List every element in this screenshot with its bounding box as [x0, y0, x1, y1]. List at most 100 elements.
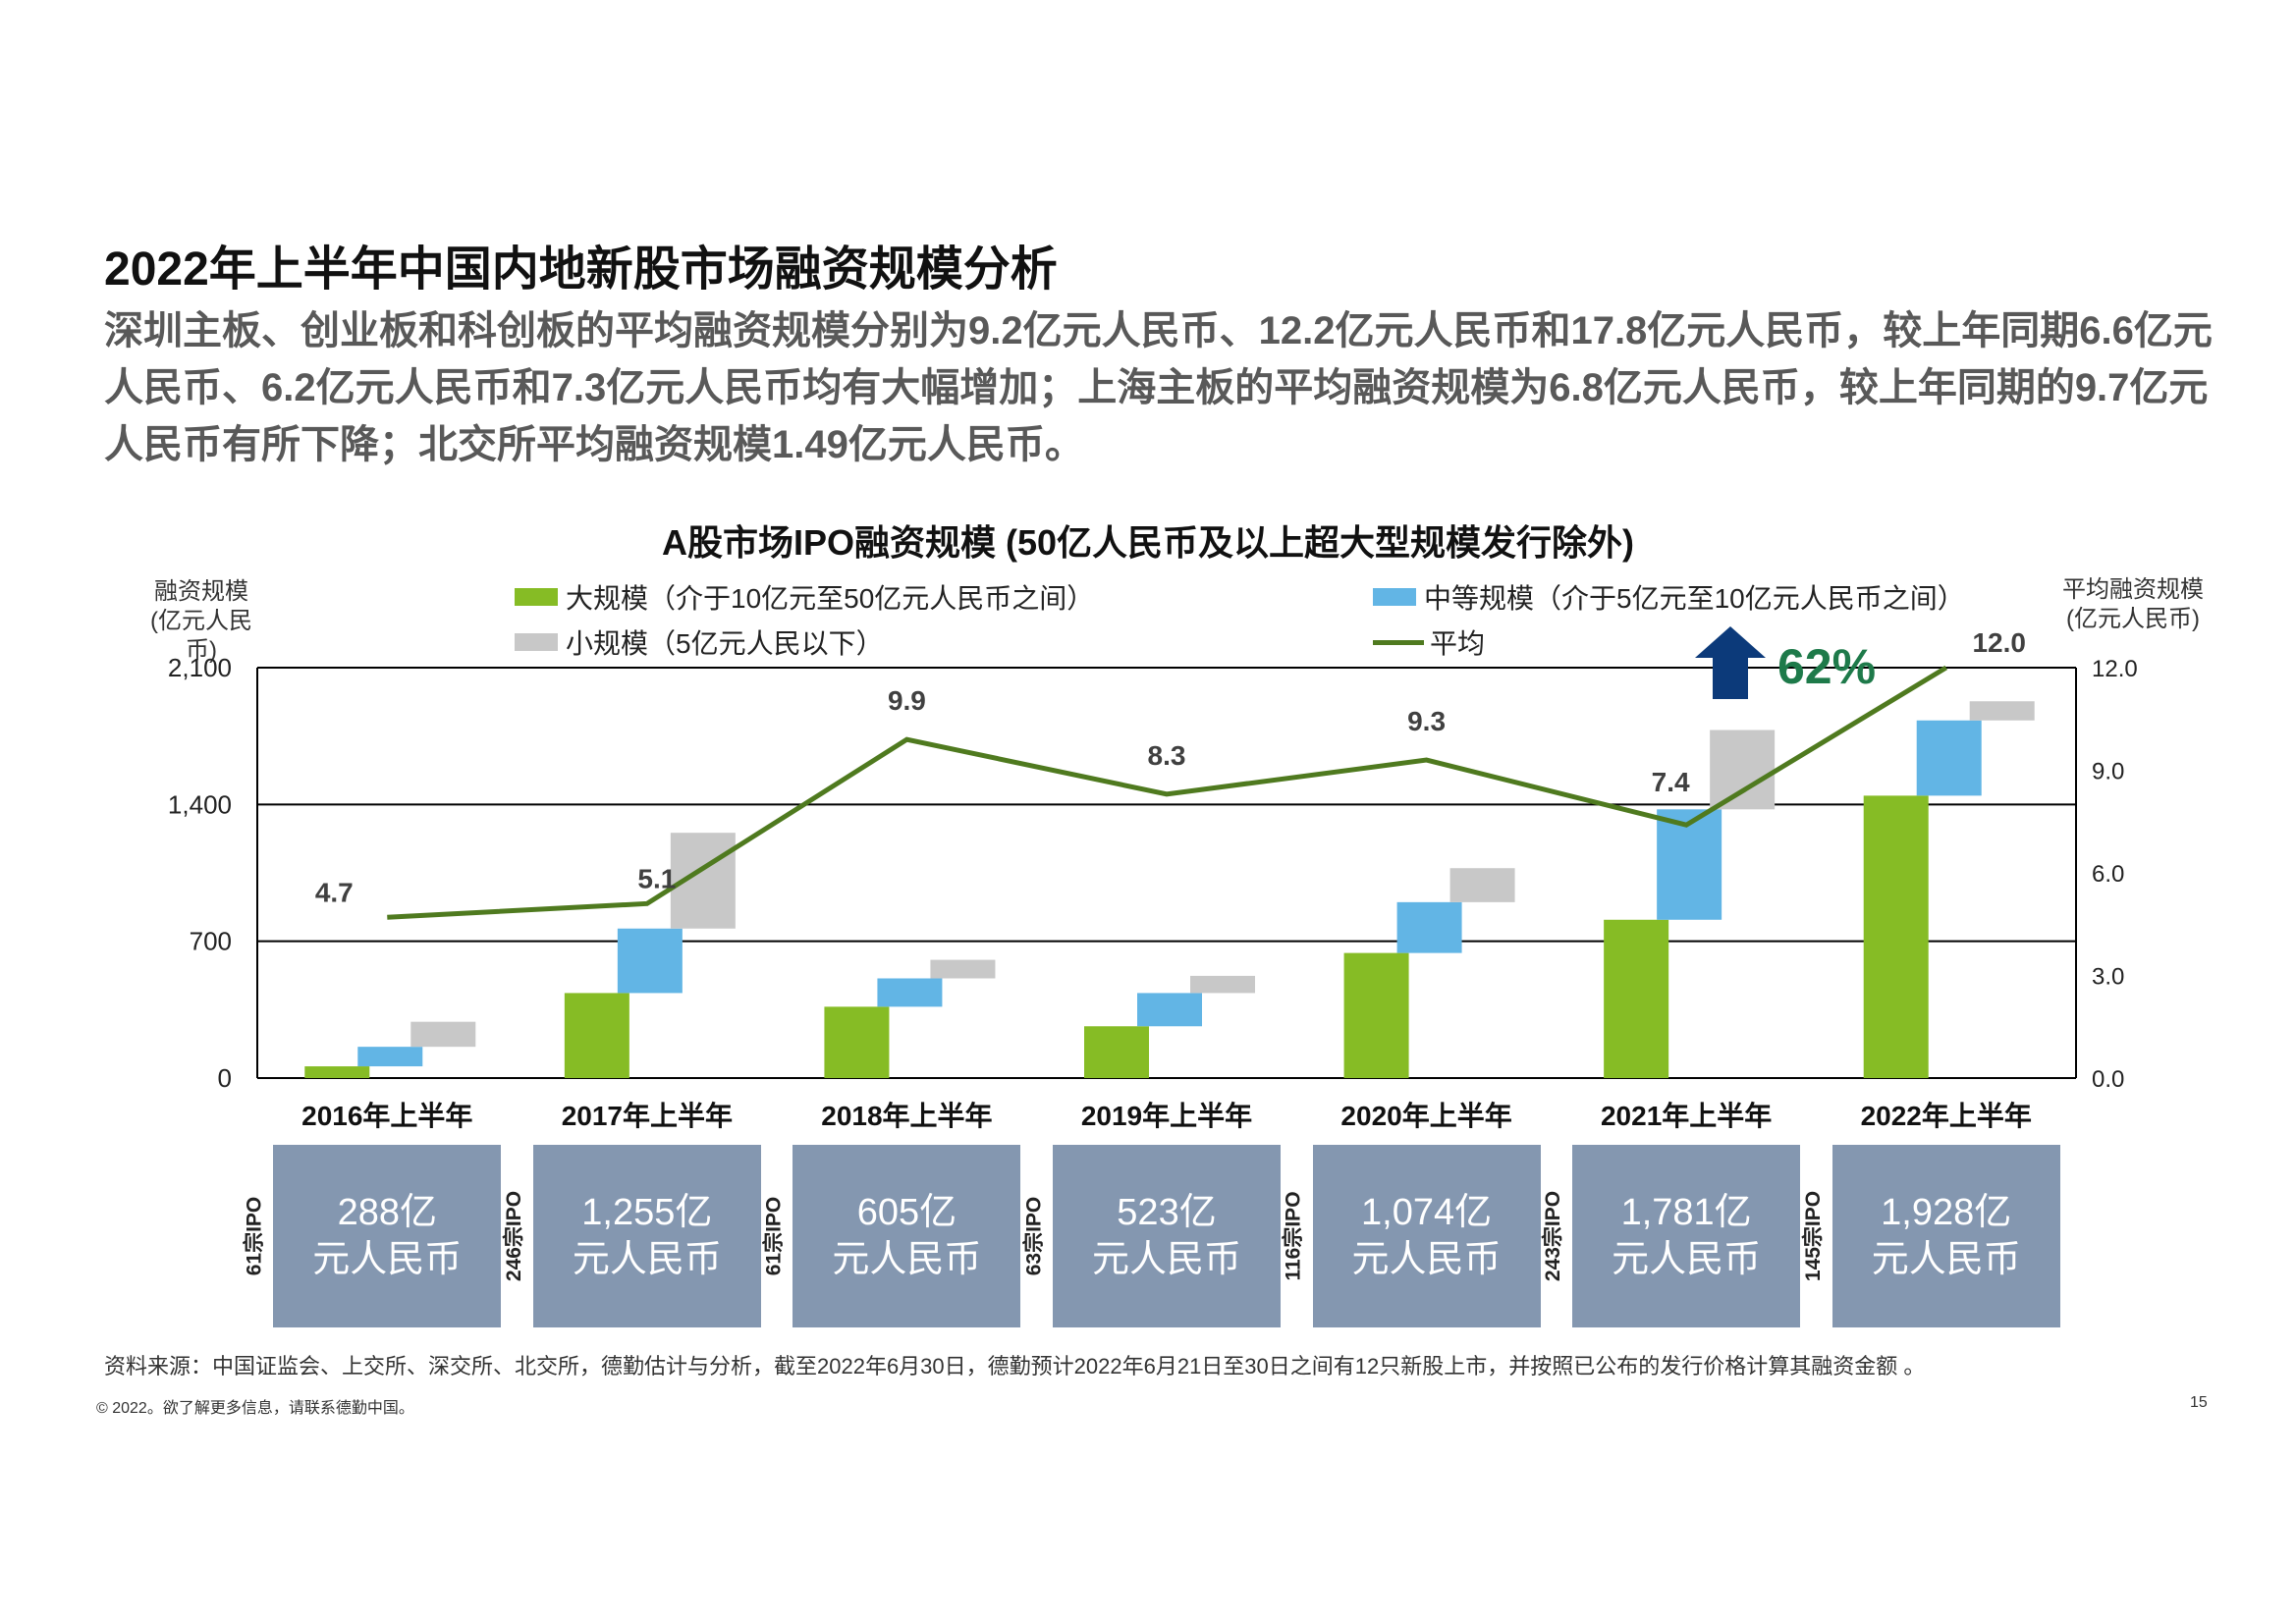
total-amount-text: 元人民币	[572, 1239, 722, 1280]
bar-medium	[1657, 809, 1722, 920]
ipo-count-text: 116宗IPO	[1282, 1191, 1305, 1281]
left-axis-title: 融资规模 (亿元人民币)	[150, 578, 252, 664]
ipo-count-text: 61宗IPO	[243, 1196, 266, 1276]
bar-small	[1710, 730, 1776, 810]
ipo-count: 246宗IPO	[496, 1145, 529, 1327]
ipo-count-text: 63宗IPO	[1022, 1196, 1046, 1276]
source-note: 资料来源：中国证监会、上交所、深交所、北交所，德勤估计与分析，截至2022年6月…	[104, 1354, 1926, 1379]
bar-small	[410, 1021, 476, 1048]
bar-medium	[1916, 720, 1982, 796]
total-amount-text: 1,074亿	[1361, 1192, 1493, 1233]
average-label: 4.7	[315, 877, 354, 907]
legend-swatch-medium	[1373, 588, 1416, 606]
total-amount-text: 1,781亿	[1620, 1192, 1752, 1233]
average-label: 9.9	[888, 685, 926, 716]
total-amount-text: 元人民币	[832, 1239, 982, 1280]
right-tick-label: 3.0	[2092, 964, 2124, 991]
ipo-count: 61宗IPO	[755, 1145, 789, 1327]
legend-label-large: 大规模（介于10亿元至50亿元人民币之间）	[566, 583, 1095, 614]
ipo-count: 145宗IPO	[1795, 1145, 1829, 1327]
legend-swatch-small	[515, 633, 558, 651]
total-amount-text: 元人民币	[312, 1239, 463, 1280]
legend-label-small: 小规模（5亿元人民以下）	[566, 628, 884, 659]
total-amount-text: 288亿	[337, 1192, 437, 1233]
left-tick-label: 1,400	[168, 789, 232, 819]
bar-medium	[357, 1047, 423, 1067]
category-label: 2021年上半年	[1601, 1100, 1772, 1131]
total-amount-text: 1,255亿	[581, 1192, 713, 1233]
total-amount-box: 523亿元人民币	[1053, 1145, 1281, 1327]
bar-large	[1604, 919, 1669, 1078]
total-amount-text: 元人民币	[1612, 1239, 1762, 1280]
average-label: 12.0	[1972, 627, 2026, 658]
category-label: 2020年上半年	[1340, 1100, 1511, 1131]
growth-annotation: 62%	[1777, 639, 1876, 694]
bar-large	[1084, 1026, 1149, 1078]
growth-arrow-icon	[1695, 626, 1766, 699]
total-amount-box: 1,255亿 元人民币	[532, 1145, 761, 1327]
bar-large	[824, 1006, 890, 1078]
average-label: 5.1	[637, 863, 676, 893]
total-amount-text: 523亿	[1117, 1192, 1217, 1233]
legend-label-medium: 中等规模（介于5亿元至10亿元人民币之间）	[1424, 583, 1965, 614]
category-label: 2016年上半年	[301, 1100, 472, 1131]
page-subtitle: 深圳主板、创业板和科创板的平均融资规模分别为9.2亿元人民币、12.2亿元人民币…	[104, 309, 2213, 466]
bar-small	[670, 833, 736, 929]
bar-medium	[1137, 993, 1202, 1027]
legend-large: 大规模（介于10亿元至50亿元人民币之间）	[515, 577, 1094, 617]
ipo-count-text: 145宗IPO	[1801, 1190, 1825, 1282]
page-number: 15	[2190, 1394, 2208, 1411]
bar-small	[930, 959, 996, 979]
legend-swatch-average	[1373, 639, 1424, 645]
right-tick-label: 12.0	[2092, 656, 2138, 682]
bar-medium	[1396, 901, 1462, 953]
category-label: 2022年上半年	[1861, 1100, 2032, 1131]
total-amount-text: 605亿	[856, 1192, 957, 1233]
total-amount-text: 1,928亿	[1881, 1192, 2012, 1233]
ipo-count-text: 61宗IPO	[762, 1196, 786, 1276]
bar-large	[1343, 952, 1409, 1078]
bar-small	[1190, 975, 1255, 994]
bar-large	[304, 1066, 370, 1078]
right-tick-label: 0.0	[2092, 1066, 2124, 1093]
ipo-count: 243宗IPO	[1535, 1145, 1568, 1327]
ipo-count: 63宗IPO	[1015, 1145, 1049, 1327]
average-label: 7.4	[1652, 767, 1690, 797]
total-amount-box: 1,074亿 元人民币	[1312, 1145, 1541, 1327]
category-label: 2019年上半年	[1081, 1100, 1252, 1131]
total-amount-box: 1,928亿 元人民币	[1831, 1145, 2060, 1327]
right-axis-title: 平均融资规模 (亿元人民币)	[2062, 576, 2204, 632]
total-amount-text: 元人民币	[1351, 1239, 1502, 1280]
legend-small: 小规模（5亿元人民以下）	[515, 622, 884, 662]
ipo-count: 61宗IPO	[236, 1145, 269, 1327]
right-tick-label: 9.0	[2092, 759, 2124, 785]
bar-medium	[877, 978, 943, 1007]
total-amount-box: 288亿元人民币	[273, 1145, 502, 1327]
legend-label-average: 平均	[1430, 628, 1486, 659]
average-line	[387, 665, 1948, 920]
bar-large	[1863, 795, 1929, 1078]
legend-medium: 中等规模（介于5亿元至10亿元人民币之间）	[1373, 577, 1965, 617]
bar-large	[564, 993, 629, 1078]
legend-swatch-large	[515, 588, 558, 606]
category-label: 2017年上半年	[562, 1100, 733, 1131]
ipo-count: 116宗IPO	[1276, 1145, 1309, 1327]
average-label: 8.3	[1148, 740, 1186, 771]
page-title: 2022年上半年中国内地新股市场融资规模分析	[104, 243, 1058, 296]
average-label: 9.3	[1407, 706, 1446, 736]
bar-small	[1969, 701, 2035, 721]
bar-medium	[617, 928, 683, 994]
category-label: 2018年上半年	[821, 1100, 992, 1131]
ipo-count-text: 243宗IPO	[1542, 1190, 1565, 1282]
legend-average: 平均	[1373, 622, 1485, 662]
total-amount-text: 元人民币	[1871, 1239, 2021, 1280]
ipo-count-text: 246宗IPO	[502, 1190, 525, 1282]
total-amount-box: 1,781亿 元人民币	[1572, 1145, 1801, 1327]
left-tick-label: 0	[218, 1063, 232, 1093]
total-amount-box: 605亿元人民币	[793, 1145, 1021, 1327]
bar-small	[1449, 868, 1515, 902]
right-tick-label: 6.0	[2092, 861, 2124, 888]
copyright: © 2022。欲了解更多信息，请联系德勤中国。	[96, 1400, 414, 1417]
total-amount-text: 元人民币	[1091, 1239, 1241, 1280]
left-tick-label: 700	[190, 927, 232, 956]
